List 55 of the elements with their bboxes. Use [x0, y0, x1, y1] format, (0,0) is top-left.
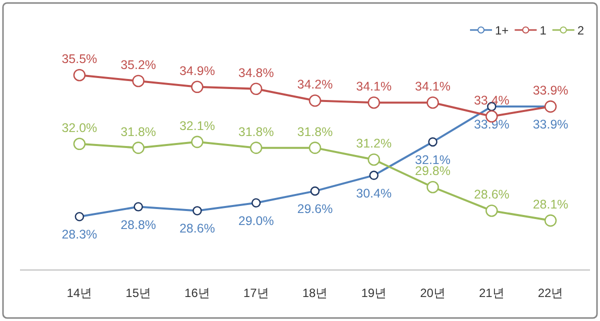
point — [191, 80, 204, 94]
point — [544, 214, 557, 227]
data-label: 32.0% — [62, 120, 98, 135]
data-label: 34.2% — [297, 78, 333, 92]
point — [191, 136, 204, 148]
data-label: 31.8% — [238, 124, 274, 139]
point — [426, 180, 439, 194]
data-label: 28.1% — [532, 198, 568, 212]
data-label: 29.0% — [238, 214, 274, 228]
data-label: 31.8% — [120, 124, 156, 139]
data-label: 30.4% — [356, 186, 392, 200]
data-label: 28.8% — [120, 218, 156, 232]
legend-label: 1 — [540, 24, 547, 38]
point — [132, 142, 144, 154]
x-tick: 20년 — [420, 286, 446, 300]
x-tick: 14년 — [66, 286, 92, 300]
x-tick: 18년 — [302, 286, 328, 300]
x-tick: 17년 — [243, 286, 269, 300]
data-label: 29.6% — [297, 202, 333, 216]
point — [426, 96, 439, 109]
data-label: 31.8% — [297, 124, 333, 139]
data-label: 33.9% — [532, 118, 568, 132]
x-tick: 19년 — [361, 286, 387, 300]
point — [368, 96, 380, 109]
point — [73, 138, 86, 150]
data-label: 34.8% — [238, 66, 274, 80]
legend-label: 2 — [577, 24, 584, 38]
data-label: 33.4% — [474, 93, 510, 108]
point — [250, 142, 262, 154]
data-label: 32.1% — [180, 118, 215, 133]
data-label: 35.5% — [62, 52, 98, 66]
data-label: 33.9% — [532, 84, 568, 98]
data-label: 33.9% — [474, 118, 510, 132]
point — [486, 204, 498, 217]
point — [368, 153, 380, 166]
data-label: 34.9% — [180, 64, 215, 78]
point — [132, 74, 144, 88]
data-label: 32.1% — [415, 152, 450, 167]
x-tick: 15년 — [126, 286, 152, 300]
data-label: 34.1% — [356, 80, 392, 94]
x-tick: 16년 — [184, 286, 210, 300]
legend-label: 1+ — [495, 24, 509, 38]
point — [73, 68, 86, 82]
data-label: 34.1% — [415, 80, 450, 94]
data-label: 28.6% — [180, 222, 215, 236]
x-tick: 21년 — [478, 286, 504, 300]
point — [308, 94, 322, 107]
data-label: 29.8% — [415, 164, 450, 178]
data-label: 35.2% — [120, 58, 156, 72]
data-label: 31.2% — [356, 136, 392, 151]
data-label: 28.3% — [62, 228, 98, 242]
x-tick: 22년 — [538, 286, 564, 300]
point — [250, 82, 262, 95]
data-label: 28.6% — [474, 188, 510, 202]
point — [308, 142, 322, 154]
